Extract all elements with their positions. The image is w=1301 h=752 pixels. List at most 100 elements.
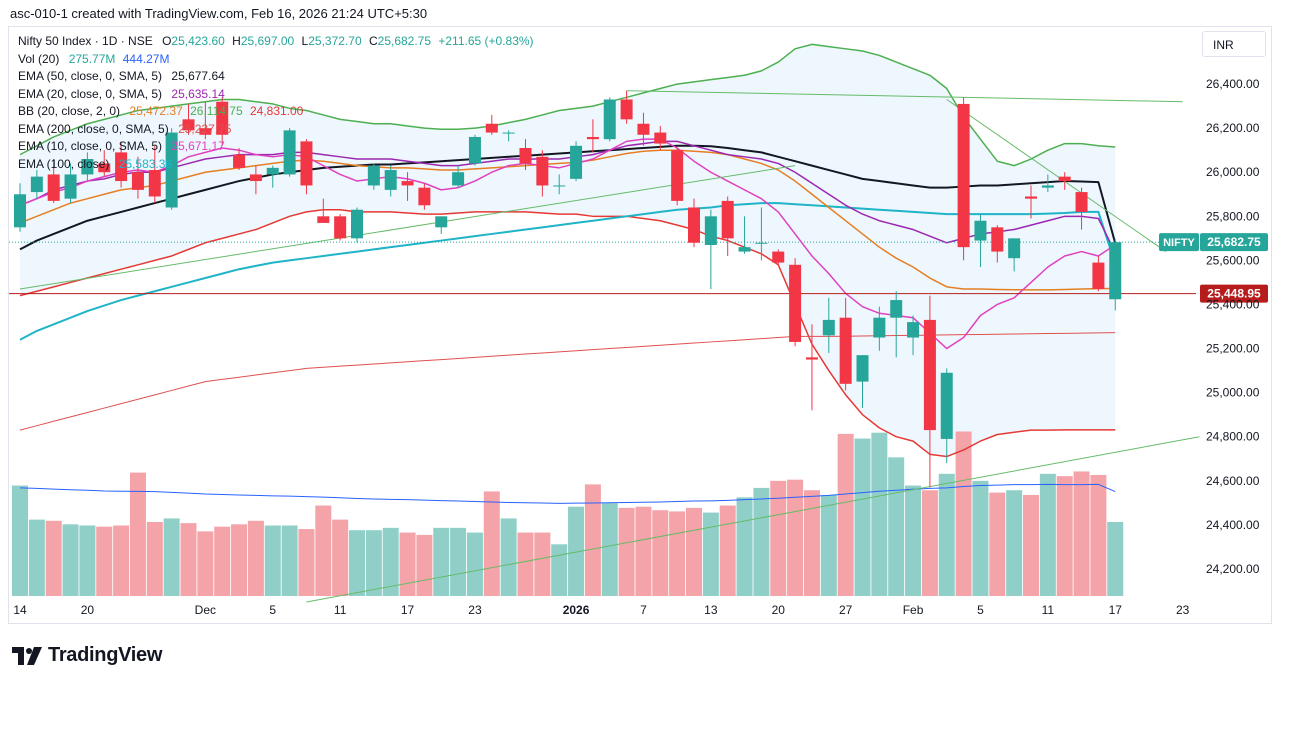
candle-body [688,207,700,243]
candle-body [216,101,229,135]
y-tick-label: 26,000.00 [1206,165,1260,179]
chart-frame[interactable] [8,26,1272,624]
volume-bar [12,485,28,596]
legend-ema100-row[interactable]: EMA (100, close) 25,583.36 [18,156,534,174]
legend-ema50-value: 25,677.64 [171,69,225,83]
y-tick-label: 24,400.00 [1206,518,1260,532]
volume-bar [433,527,450,596]
volume-bar [129,472,146,596]
volume-bar [601,503,618,596]
volume-bar [652,510,669,596]
volume-bar [1023,494,1039,596]
volume-bar [618,507,635,596]
volume-bar [905,485,922,596]
legend-ema20-row[interactable]: EMA (20, close, 0, SMA, 5) 25,635.14 [18,86,534,104]
y-tick-label: 25,200.00 [1206,342,1260,356]
candle-body [64,174,77,199]
volume-bar [416,534,433,596]
candle-body [351,209,363,239]
legend-ema50-name: EMA (50, close, 0, SMA, 5) [18,69,163,83]
x-tick-label: 23 [1176,603,1190,617]
legend-ema50-row[interactable]: EMA (50, close, 0, SMA, 5) 25,677.64 [18,68,534,86]
candle-body [789,264,802,342]
legend-vol-v1: 275.77M [68,51,116,66]
candle-body [182,119,195,131]
volume-bar [45,520,62,596]
legend-bb-row[interactable]: BB (20, close, 2, 0) 25,472.37 26,114.75… [18,103,534,121]
candle-body [553,185,566,187]
candle-body [822,319,835,336]
candle-body [1075,192,1088,212]
legend-ema10-value: 25,671.17 [171,139,225,153]
volume-bar [146,521,163,596]
legend-bb-v1: 25,472.37 [129,104,183,118]
last-price-tag: 25,682.75 [1207,235,1261,249]
y-tick-label: 25,800.00 [1206,209,1260,223]
candle-body [637,123,650,135]
volume-bar [79,525,96,596]
volume-bar [871,432,888,596]
candle-body [266,167,279,175]
volume-bar [584,484,601,596]
volume-bar [28,519,45,596]
candle-body [47,174,60,201]
candle-body [485,123,498,133]
volume-bar [517,532,534,596]
candle-body [839,317,852,384]
legend-low-value: 25,372.70 [308,34,362,48]
legend-bb-v3: 24,831.00 [249,104,304,118]
legend-symbol-row[interactable]: Nifty 50 Index · 1D · NSE O25,423.60 H25… [18,33,534,51]
candle-body [452,172,465,186]
legend-close-label: C [368,34,378,48]
volume-bar [1073,471,1090,596]
currency-button[interactable]: INR [1202,31,1266,57]
y-tick-label: 25,600.00 [1206,253,1260,267]
candle-body [283,130,296,175]
candle-body [536,156,549,186]
candle-body [1092,262,1105,290]
legend-vol-row[interactable]: Vol (20) 275.77M 444.27M [18,51,534,69]
candle-body [570,145,583,179]
ema100-line [19,202,1117,341]
candle-body [115,152,128,182]
y-tick-label: 26,400.00 [1206,77,1260,91]
volume-bar [837,433,854,596]
volume-bar [921,490,938,596]
candle-body [30,176,43,193]
candle-body [755,242,768,244]
volume-bar [500,518,517,596]
volume-bar [787,479,804,596]
volume-bar [551,544,568,596]
volume-bar [803,490,820,596]
candle-body [300,141,313,186]
volume-bar [163,518,180,596]
volume-bar [466,532,483,596]
legend-ema10-row[interactable]: EMA (10, close, 0, SMA, 5) 25,671.17 [18,138,534,156]
candle-body [654,132,667,144]
trendline [946,99,1167,252]
legend-bb-v2: 26,114.75 [190,104,243,118]
volume-bar [938,473,955,596]
volume-bar [955,431,972,596]
candle-body [620,99,633,120]
volume-bar [96,526,113,596]
bb-basis-line [19,149,1116,291]
legend-ema200-value: 25,227.75 [178,121,232,136]
volume-bar [365,530,382,596]
volume-bar [231,524,248,596]
volume-bar [298,529,315,596]
x-tick-label: 11 [334,603,347,617]
candle-body [468,136,481,164]
x-tick-label: 5 [977,603,984,617]
candle-body [1058,176,1071,182]
candle-body [907,322,920,338]
candle-body [1041,185,1054,188]
legend-close-value: 25,682.75 [377,34,432,48]
volume-bar [686,507,702,596]
y-tick-label: 24,200.00 [1206,562,1260,576]
symbol-tag-bg [1159,233,1199,252]
candle-body [519,147,532,164]
legend-ema200-row[interactable]: EMA (200, close, 0, SMA, 5) 25,227.75 [18,121,534,139]
volume-bar [1056,476,1073,596]
